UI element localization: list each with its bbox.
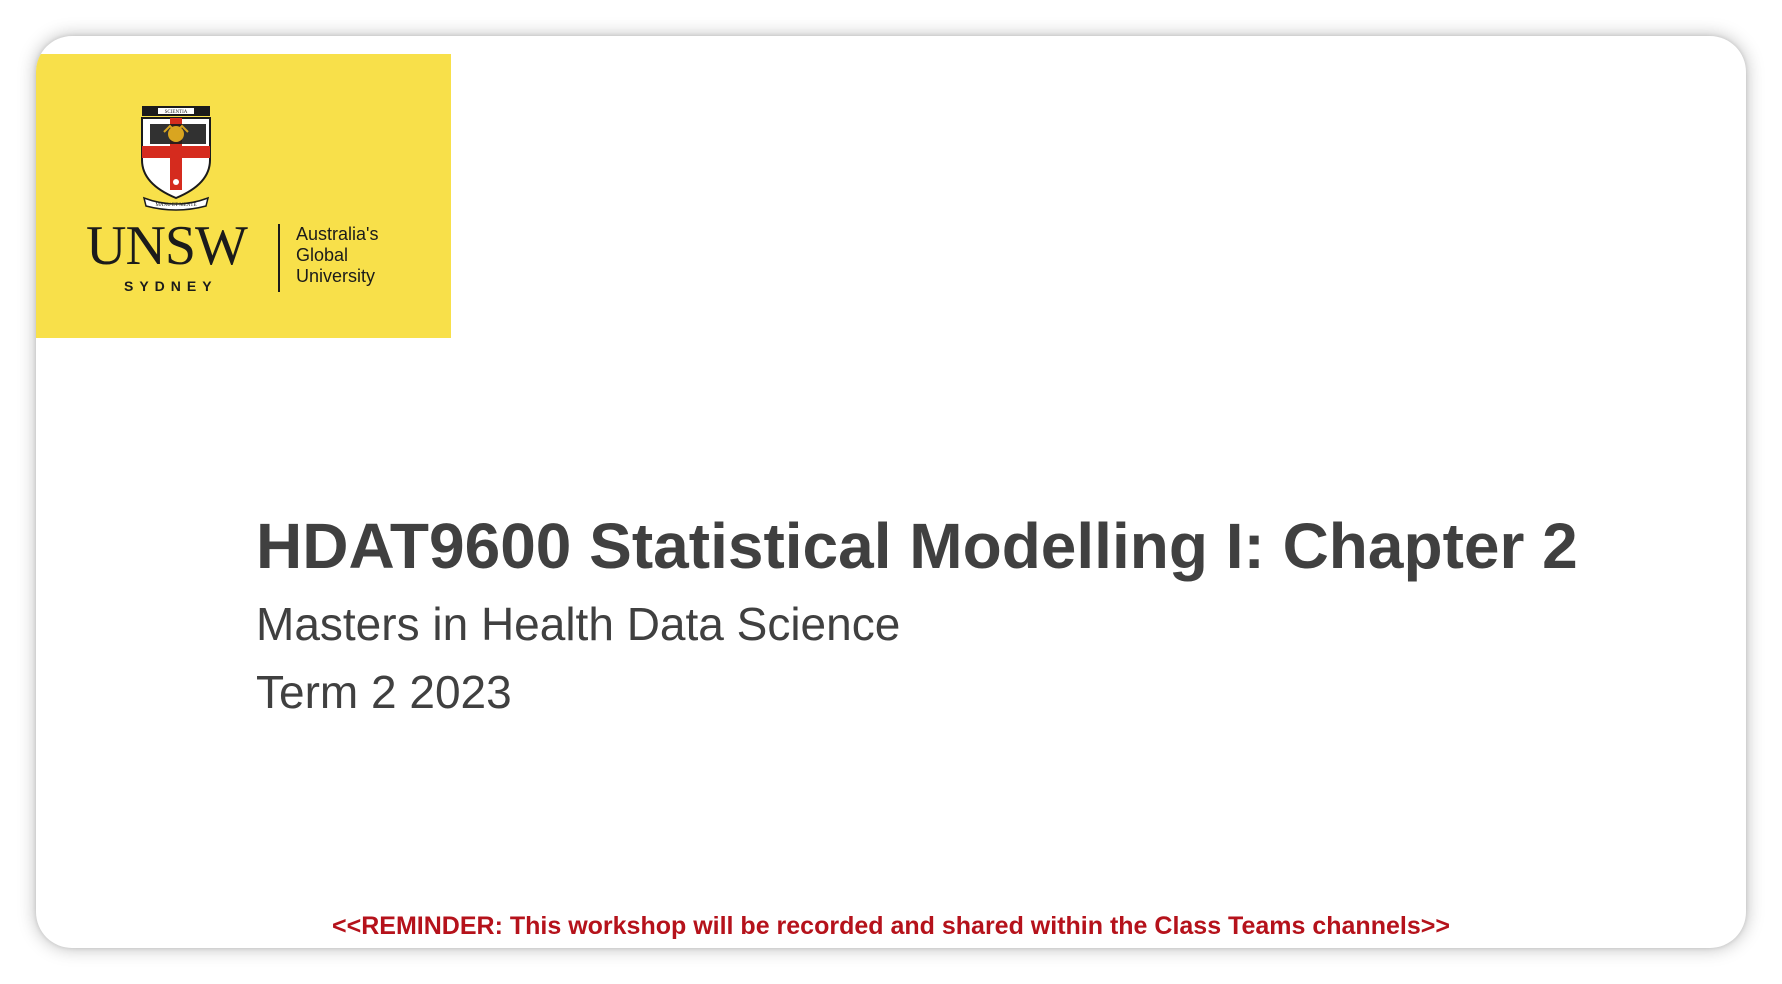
tagline-line-3: University [296, 266, 376, 286]
title-slide: SCIENTIA MANU ET MENTE UNSW SYDNEY Austr… [36, 36, 1746, 948]
slide-term: Term 2 2023 [256, 666, 512, 718]
tagline-line-2: Global [296, 245, 349, 265]
unsw-logo: SCIENTIA MANU ET MENTE UNSW SYDNEY Austr… [36, 54, 451, 338]
tagline-line-1: Australia's [296, 224, 379, 244]
unsw-wordmark: UNSW [86, 215, 248, 277]
sydney-wordmark: SYDNEY [124, 278, 218, 294]
logo-divider [278, 224, 280, 292]
crest-banner-text: SCIENTIA [165, 110, 188, 115]
logo-tagline: Australia's Global University [296, 224, 378, 287]
unsw-crest-icon: SCIENTIA MANU ET MENTE [141, 106, 211, 211]
recording-reminder: <<REMINDER: This workshop will be record… [332, 912, 1450, 940]
slide-title: HDAT9600 Statistical Modelling I: Chapte… [256, 510, 1578, 582]
crest-motto-text: MANU ET MENTE [155, 203, 196, 208]
slide-subtitle: Masters in Health Data Science [256, 598, 901, 650]
